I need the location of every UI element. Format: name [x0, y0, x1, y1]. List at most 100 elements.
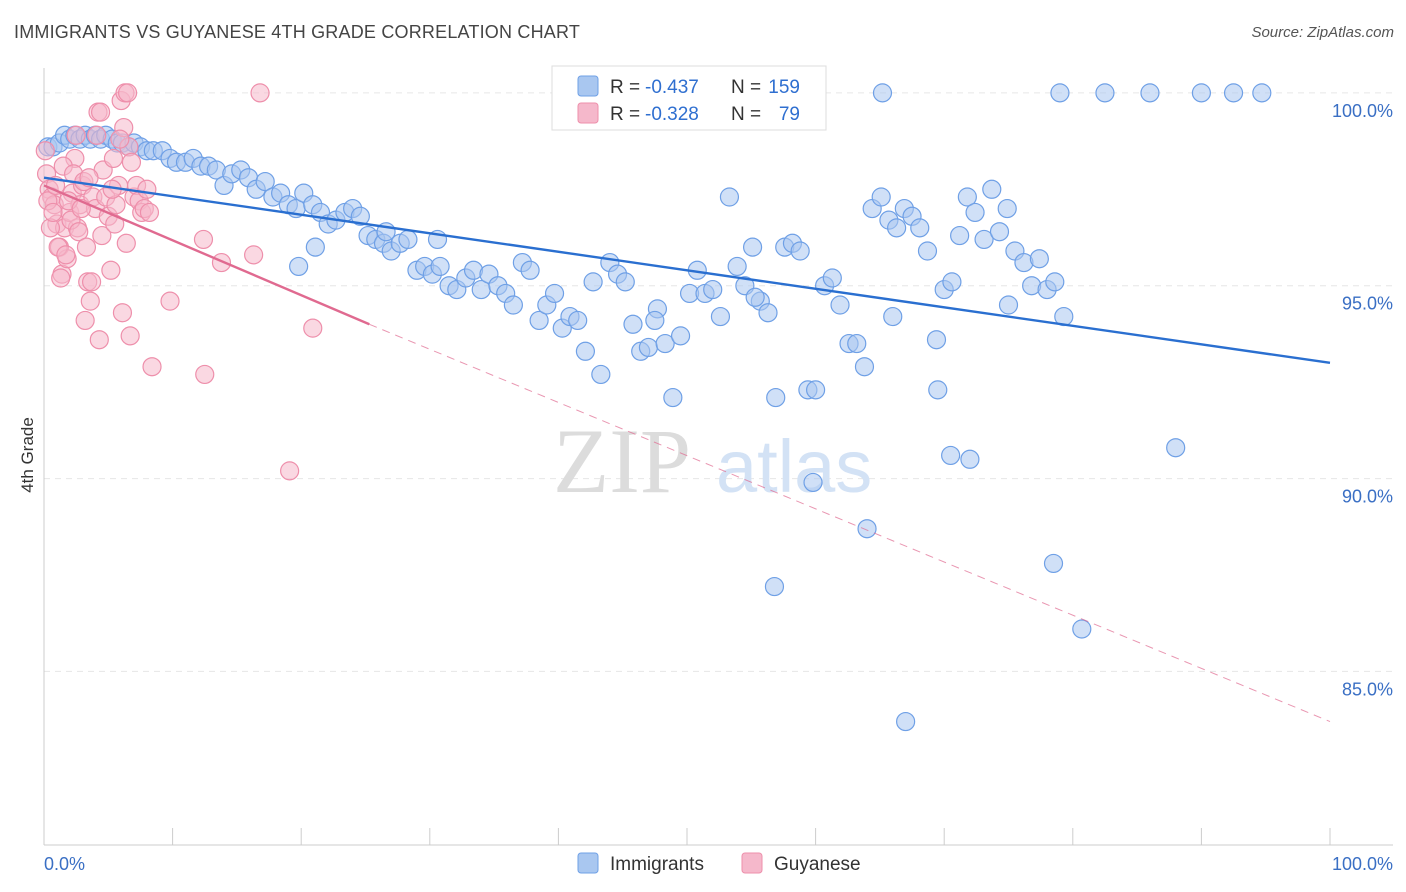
x-tick-label-min: 0.0%	[44, 854, 85, 874]
point-immigrants-158	[289, 256, 309, 277]
trend-line-guyanese	[43, 184, 370, 326]
point-guyanese-55	[87, 125, 107, 145]
point-guyanese-53	[76, 237, 97, 257]
point-immigrants-97	[766, 387, 786, 408]
point-immigrants-69	[544, 283, 565, 304]
point-immigrants-83	[655, 333, 675, 354]
y-tick-label-2: 90.0%	[1342, 487, 1393, 507]
point-immigrants-146	[1095, 83, 1115, 103]
legend-stats: R = -0.437 N = 159 R = -0.328 N = 79	[551, 65, 827, 131]
y-axis-title: 4th Grade	[18, 417, 37, 493]
legend-r-value-guyanese: -0.328	[645, 104, 699, 125]
axes	[43, 68, 1393, 846]
point-guyanese-69	[244, 245, 264, 265]
trend-line-dashed-guyanese	[369, 323, 1331, 723]
point-immigrants-73	[575, 341, 596, 361]
point-immigrants-79	[623, 314, 643, 334]
point-immigrants-90	[710, 306, 731, 327]
point-guyanese-60	[112, 303, 133, 323]
point-guyanese-31	[116, 233, 136, 253]
point-immigrants-55	[430, 256, 450, 277]
point-immigrants-157	[305, 237, 325, 257]
point-guyanese-77	[51, 268, 71, 288]
point-immigrants-110	[871, 187, 891, 207]
point-guyanese-46	[56, 245, 76, 265]
legend-n-label-guyanese: N =	[731, 104, 761, 125]
point-immigrants-108	[854, 357, 875, 377]
legend-stats-swatch-guyanese	[577, 102, 599, 124]
point-immigrants-64	[503, 295, 523, 315]
point-immigrants-119	[942, 272, 962, 292]
x-tick-labels: 0.0% 100.0%	[44, 854, 1393, 874]
point-immigrants-74	[583, 272, 603, 292]
point-immigrants-105	[830, 295, 850, 315]
legend-r-label-guyanese: R =	[610, 104, 640, 125]
legend-series: Immigrants Guyanese	[577, 852, 861, 875]
legend-n-label-immigrants: N =	[731, 77, 761, 98]
point-immigrants-100	[790, 241, 810, 261]
point-guyanese-25	[101, 260, 121, 280]
legend-n-value-guyanese: 79	[779, 104, 800, 125]
legend-swatch-guyanese	[741, 852, 763, 874]
point-immigrants-120	[950, 225, 970, 246]
point-guyanese-78	[35, 141, 55, 161]
point-immigrants-66	[520, 260, 540, 280]
point-immigrants-115	[910, 218, 930, 238]
point-guyanese-50	[69, 222, 89, 242]
point-guyanese-70	[250, 83, 270, 103]
legend-n-value-immigrants: 159	[768, 77, 800, 98]
point-guyanese-62	[120, 326, 140, 346]
point-immigrants-149	[1223, 83, 1244, 103]
point-immigrants-33	[255, 171, 275, 192]
legend-r-label-immigrants: R =	[610, 77, 640, 98]
legend-swatch-immigrants	[577, 852, 599, 874]
point-immigrants-135	[941, 445, 961, 466]
point-guyanese-21	[90, 102, 111, 122]
point-immigrants-92	[727, 256, 747, 277]
point-immigrants-126	[997, 198, 1017, 219]
point-immigrants-153	[745, 287, 765, 307]
point-guyanese-54	[79, 168, 99, 188]
point-immigrants-150	[1252, 83, 1272, 103]
point-guyanese-56	[89, 330, 109, 350]
point-guyanese-67	[195, 364, 215, 385]
chart-source: Source: ZipAtlas.com	[1251, 24, 1394, 41]
y-tick-label-1: 95.0%	[1342, 294, 1393, 314]
point-guyanese-63	[139, 202, 160, 223]
point-immigrants-75	[591, 364, 611, 385]
point-immigrants-51	[398, 229, 418, 250]
trend-lines	[43, 176, 1331, 723]
point-immigrants-81	[638, 337, 659, 358]
point-guyanese-57	[92, 225, 112, 246]
legend-label-immigrants: Immigrants	[610, 854, 704, 875]
point-guyanese-72	[303, 318, 323, 338]
point-immigrants-130	[1029, 249, 1049, 269]
point-immigrants-91	[719, 187, 740, 207]
point-immigrants-121	[957, 187, 977, 207]
watermark-atlas: atlas	[716, 425, 872, 508]
data-points	[35, 83, 1272, 732]
point-guyanese-42	[43, 202, 63, 223]
trend-line-immigrants	[43, 176, 1331, 365]
point-immigrants-102	[805, 380, 826, 400]
point-immigrants-138	[764, 576, 785, 597]
point-immigrants-85	[670, 326, 691, 346]
y-tick-label-3: 85.0%	[1342, 679, 1393, 699]
point-immigrants-67	[529, 310, 549, 331]
point-immigrants-137	[803, 472, 823, 493]
point-immigrants-96	[758, 303, 778, 323]
point-immigrants-136	[928, 380, 948, 400]
y-tick-labels: 100.0% 95.0% 90.0% 85.0%	[1332, 101, 1393, 700]
legend-r-value-immigrants: -0.437	[645, 77, 699, 98]
point-guyanese-33	[121, 152, 142, 172]
point-immigrants-89	[703, 279, 723, 300]
point-immigrants-104	[822, 268, 842, 288]
point-immigrants-154	[883, 306, 903, 327]
watermark-zip: ZIP	[553, 410, 691, 512]
legend-stats-swatch-immigrants	[577, 75, 599, 97]
point-immigrants-107	[847, 333, 867, 354]
point-immigrants-142	[1072, 619, 1092, 639]
point-guyanese-66	[193, 229, 214, 250]
point-guyanese-26	[103, 148, 124, 169]
